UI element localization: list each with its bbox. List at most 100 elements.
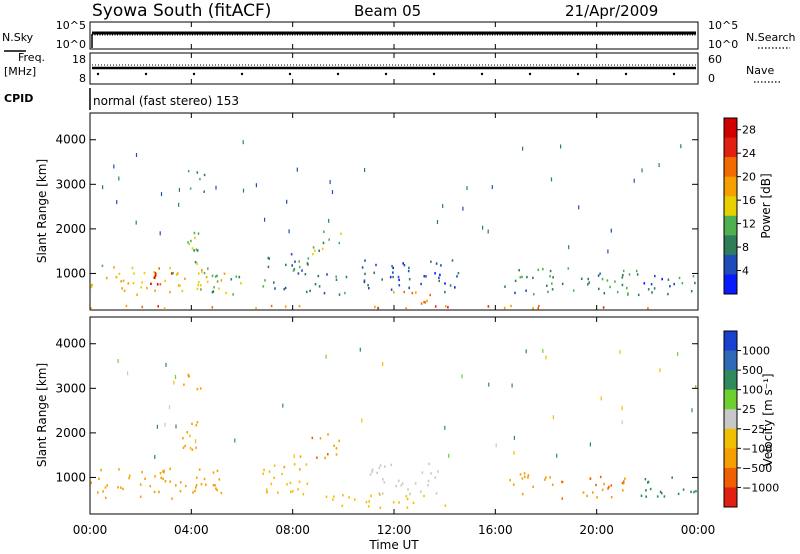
- scatter-cell: [430, 472, 432, 475]
- scatter-cell: [179, 284, 181, 287]
- scatter-cell: [101, 264, 104, 267]
- scatter-cell: [512, 483, 515, 486]
- velocity-colorbar-block: [724, 467, 737, 488]
- power-colorbar-block: [724, 118, 737, 139]
- scatter-cell: [178, 284, 180, 287]
- scatter-cell: [158, 490, 160, 494]
- velocity-colorbar-block: [724, 428, 737, 449]
- scatter-cell: [323, 292, 326, 295]
- scatter-cell: [200, 483, 203, 486]
- scatter-cell: [178, 202, 180, 207]
- scatter-cell: [667, 292, 669, 296]
- power-colorbar-blocks: [724, 118, 737, 295]
- scatter-cell: [282, 403, 284, 408]
- scatter-cell: [390, 288, 393, 291]
- velocity-colorbar-block: [724, 448, 737, 469]
- scatter-cell: [277, 491, 279, 494]
- scatter-cell: [392, 275, 394, 279]
- scatter-cell: [298, 304, 301, 308]
- scatter-cell: [379, 493, 381, 496]
- scatter-cell: [199, 387, 202, 390]
- scatter-cell: [525, 349, 527, 354]
- scatter-cell: [324, 456, 326, 460]
- x-axis-ticks: 00:00 04:00 08:00 12:00 16:00 20:00 00:00: [73, 22, 715, 537]
- scatter-cell: [154, 271, 157, 275]
- scatter-cell: [122, 279, 125, 282]
- scatter-cell: [149, 485, 152, 488]
- scatter-cell: [322, 241, 325, 245]
- scatter-cell: [645, 495, 647, 498]
- scatter-cell: [195, 476, 198, 479]
- scatter-cell: [621, 481, 624, 485]
- scatter-cell: [382, 362, 384, 367]
- scatter-cell: [449, 284, 452, 287]
- y-tick-label: 4000: [55, 133, 86, 147]
- scatter-cell: [90, 307, 92, 310]
- scatter-cell: [154, 455, 156, 459]
- scatter-cell: [325, 495, 328, 498]
- scatter-cell: [184, 277, 186, 280]
- scatter-cell: [384, 465, 386, 468]
- scatter-cell: [348, 496, 350, 499]
- scatter-cell: [187, 373, 190, 377]
- scatter-cell: [426, 299, 428, 302]
- scatter-cell: [169, 290, 171, 294]
- scatter-cell: [238, 275, 241, 279]
- scatter-cell: [374, 305, 376, 309]
- power-colorbar-tick-label: 20: [742, 171, 756, 184]
- scatter-cell: [158, 267, 160, 270]
- scatter-cell: [519, 473, 522, 476]
- scatter-cell: [335, 447, 338, 450]
- scatter-cell: [171, 497, 173, 500]
- scatter-cell: [316, 456, 318, 459]
- scatter-cell: [290, 253, 293, 256]
- scatter-cell: [442, 204, 444, 209]
- scatter-cell: [427, 479, 430, 483]
- scatter-cell: [264, 279, 266, 282]
- scatter-cell: [457, 272, 460, 275]
- scatter-cell: [344, 291, 346, 295]
- scatter-cell: [592, 491, 594, 494]
- power-colorbar-block: [724, 176, 737, 197]
- scatter-cell: [572, 289, 575, 292]
- scatter-cell: [616, 290, 619, 294]
- scatter-cell: [461, 374, 463, 379]
- scatter-cell: [420, 490, 422, 493]
- freq-tick-bottom: 8: [79, 72, 86, 85]
- scatter-cell: [695, 490, 697, 493]
- scatter-cell: [368, 287, 370, 290]
- scatter-cell: [223, 272, 226, 275]
- scatter-cell: [363, 279, 366, 282]
- scatter-cell: [323, 230, 325, 233]
- y-tick-label: 2000: [55, 426, 86, 440]
- scatter-cell: [398, 278, 400, 282]
- velocity-colorbar: 1000 500 100 25 −25 −100 −500 −1000 Velocity [m…: [723, 330, 779, 508]
- scatter-cell: [647, 288, 650, 291]
- scatter-cell: [179, 490, 182, 493]
- scatter-cell: [692, 275, 695, 278]
- freq-unit-label: [MHz]: [4, 65, 36, 78]
- scatter-cell: [552, 276, 554, 279]
- scatter-cell: [614, 280, 616, 283]
- scatter-cell: [368, 500, 370, 503]
- scatter-cell: [549, 275, 551, 278]
- scatter-cell: [199, 177, 201, 181]
- scatter-cell: [141, 470, 143, 474]
- scatter-cell: [395, 484, 397, 488]
- scatter-cell: [195, 484, 198, 487]
- scatter-cell: [487, 229, 489, 234]
- power-colorbar-block: [724, 235, 737, 256]
- scatter-cell: [621, 406, 623, 411]
- scatter-cell: [175, 424, 177, 429]
- scatter-cell: [205, 483, 207, 486]
- scatter-cell: [588, 281, 590, 284]
- scatter-cell: [267, 265, 270, 269]
- scatter-cell: [542, 349, 544, 353]
- scatter-cell: [521, 477, 524, 480]
- scatter-cell: [298, 480, 301, 483]
- scatter-cell: [285, 263, 287, 267]
- scatter-cell: [647, 307, 649, 310]
- cpid-label: CPID: [4, 92, 33, 105]
- y-tick-label: 3000: [55, 381, 86, 395]
- scatter-cell: [370, 494, 372, 498]
